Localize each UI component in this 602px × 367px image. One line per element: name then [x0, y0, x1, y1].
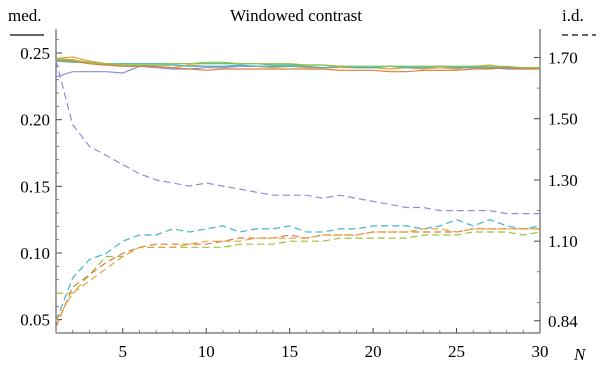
y-left-tick-label: 0.15 — [20, 177, 50, 196]
chart-title: Windowed contrast — [230, 6, 362, 25]
axes — [55, 29, 541, 334]
y-left-tick-label: 0.25 — [20, 44, 50, 63]
id-series-line-7 — [55, 219, 541, 322]
median-series-line-5 — [55, 59, 540, 73]
x-tick-label: 25 — [448, 342, 465, 361]
y-left-tick-label: 0.10 — [20, 244, 50, 263]
tick-labels: 5 10 15 20 25 30 0.05 0.10 0.15 0.20 0.25 0.84 1.10 1… — [20, 44, 578, 361]
left-axis-label: med. — [8, 6, 42, 25]
y-left-tick-label: 0.20 — [20, 111, 50, 130]
id-series-line-9 — [55, 228, 540, 328]
x-tick-label: 5 — [119, 342, 128, 361]
y-right-tick-label: 0.84 — [548, 312, 578, 331]
y-right-tick-label: 1.70 — [548, 48, 578, 67]
x-tick-label: 20 — [365, 342, 382, 361]
id-series-line-10 — [55, 228, 540, 322]
series-group — [55, 56, 541, 328]
y-right-tick-label: 1.10 — [548, 232, 578, 251]
x-tick-label: 10 — [198, 342, 215, 361]
y-right-tick-label: 1.50 — [548, 110, 578, 129]
x-tick-label: 15 — [281, 342, 298, 361]
x-axis-label: N — [573, 345, 587, 364]
y-right-tick-label: 1.30 — [548, 171, 578, 190]
median-series-line-4 — [55, 57, 540, 69]
y-left-tick-label: 0.05 — [20, 311, 50, 330]
x-tick-label: 30 — [532, 342, 549, 361]
right-axis-label: i.d. — [562, 6, 584, 25]
id-series-line-8 — [56, 231, 541, 294]
id-series-line-6 — [55, 60, 540, 215]
